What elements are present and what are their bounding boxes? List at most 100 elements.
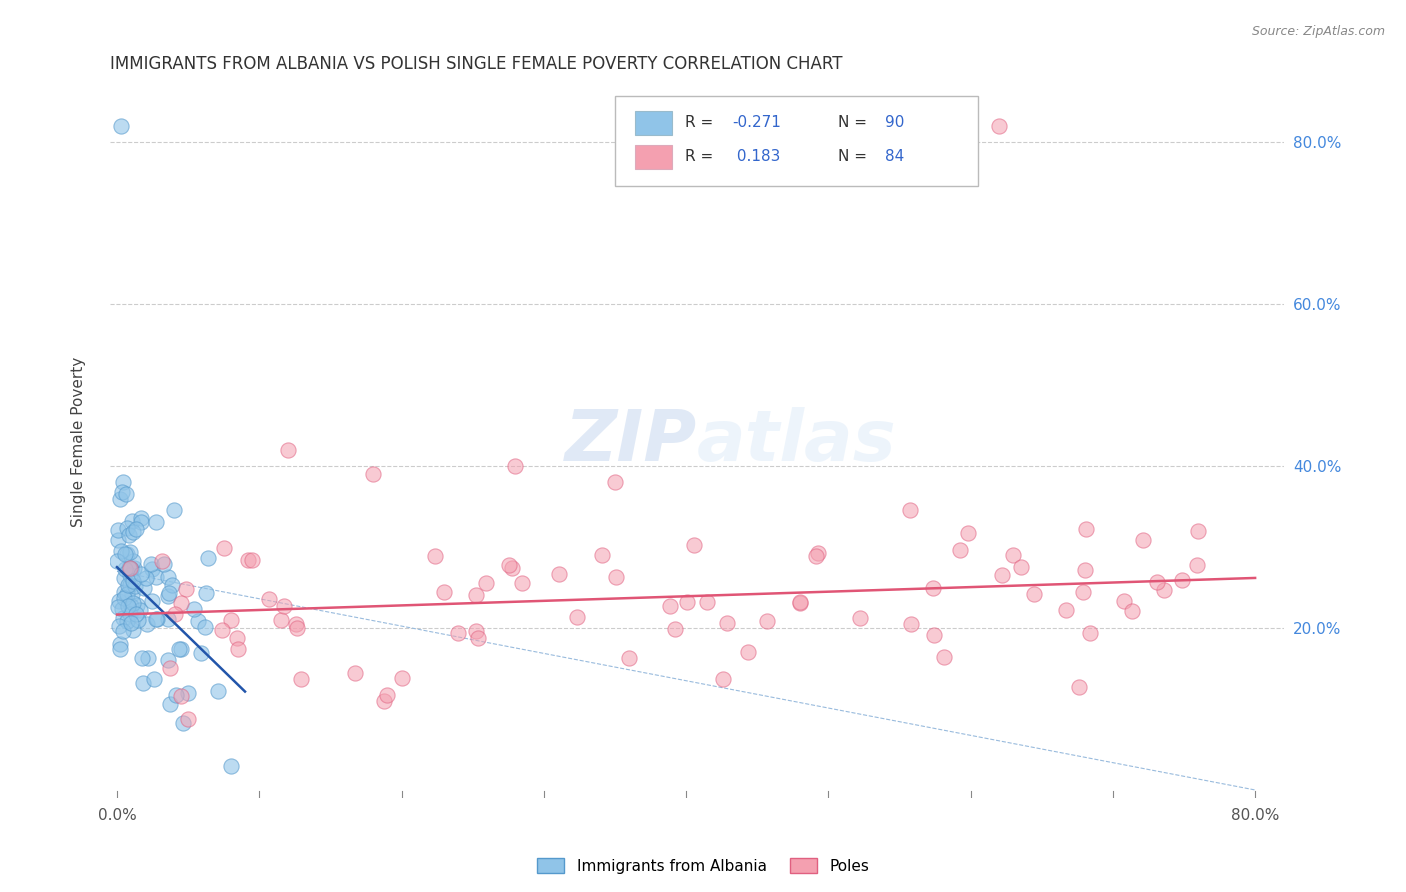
Point (240, 553, 263, 567)
Point (932, 650, 955, 665)
Point (603, 475, 626, 490)
Point (1078, 625, 1101, 640)
Point (111, 601, 134, 615)
Point (207, 684, 229, 698)
Point (145, 612, 167, 626)
Point (900, 617, 922, 632)
Point (136, 651, 159, 665)
Point (270, 613, 292, 627)
Point (377, 688, 399, 702)
Point (107, 533, 129, 547)
Point (115, 487, 138, 501)
Point (108, 491, 131, 506)
Point (1011, 560, 1033, 574)
Point (107, 599, 129, 614)
Point (108, 618, 131, 632)
Point (988, 120, 1011, 134)
Point (990, 568, 1012, 582)
Text: -0.271: -0.271 (733, 115, 780, 129)
Point (423, 549, 446, 564)
Point (211, 623, 233, 637)
Point (675, 595, 697, 609)
Point (121, 595, 143, 609)
Point (153, 557, 176, 571)
Point (114, 562, 136, 576)
Point (285, 621, 308, 635)
Point (121, 554, 143, 568)
Point (467, 631, 489, 645)
Point (1153, 583, 1175, 598)
Point (118, 607, 141, 621)
Text: N =: N = (838, 115, 866, 129)
Point (361, 467, 384, 482)
Point (789, 595, 811, 609)
Point (131, 651, 153, 665)
Point (605, 570, 627, 584)
Point (128, 603, 150, 617)
Point (226, 642, 249, 657)
Point (150, 554, 173, 568)
Point (118, 578, 141, 592)
Point (111, 624, 134, 638)
Point (716, 616, 738, 631)
Point (807, 546, 830, 560)
Y-axis label: Single Female Poverty: Single Female Poverty (72, 357, 86, 527)
Point (922, 628, 945, 642)
Point (135, 617, 157, 632)
Point (464, 624, 486, 638)
Point (682, 538, 704, 552)
Point (125, 607, 148, 621)
Point (111, 475, 134, 490)
FancyBboxPatch shape (614, 96, 979, 186)
Legend: Immigrants from Albania, Poles: Immigrants from Albania, Poles (531, 852, 875, 880)
Point (1146, 575, 1168, 590)
Point (141, 593, 163, 607)
Point (114, 547, 136, 561)
Point (391, 671, 413, 685)
Point (120, 562, 142, 576)
Text: ZIP: ZIP (564, 408, 697, 476)
Text: 0.183: 0.183 (733, 149, 780, 164)
Point (110, 544, 132, 558)
Point (898, 503, 921, 517)
Point (108, 637, 131, 651)
Point (949, 543, 972, 558)
Point (163, 607, 186, 621)
Point (172, 715, 194, 730)
Point (121, 586, 143, 600)
Point (285, 616, 308, 631)
Point (465, 588, 488, 602)
Point (125, 522, 148, 536)
Point (111, 611, 134, 625)
Point (922, 581, 945, 595)
Point (1187, 524, 1209, 538)
Point (132, 676, 155, 690)
Point (120, 568, 142, 582)
FancyBboxPatch shape (634, 145, 672, 169)
Text: N =: N = (838, 149, 866, 164)
Point (120, 544, 142, 558)
Point (1071, 585, 1094, 599)
Point (157, 589, 180, 603)
Point (512, 575, 534, 590)
Point (107, 594, 129, 608)
Point (118, 561, 141, 575)
Point (501, 561, 523, 575)
Point (129, 516, 152, 530)
Point (225, 631, 247, 645)
Text: 84: 84 (884, 149, 904, 164)
Text: R =: R = (685, 115, 713, 129)
Point (146, 612, 169, 626)
Point (1132, 533, 1154, 547)
Point (212, 541, 235, 556)
Point (117, 599, 139, 614)
Point (1067, 680, 1090, 694)
Point (956, 525, 979, 540)
Point (115, 614, 138, 628)
Point (142, 672, 165, 686)
Point (108, 641, 131, 656)
Point (1074, 522, 1097, 536)
Point (373, 693, 395, 707)
Point (789, 596, 811, 610)
Point (157, 612, 180, 626)
